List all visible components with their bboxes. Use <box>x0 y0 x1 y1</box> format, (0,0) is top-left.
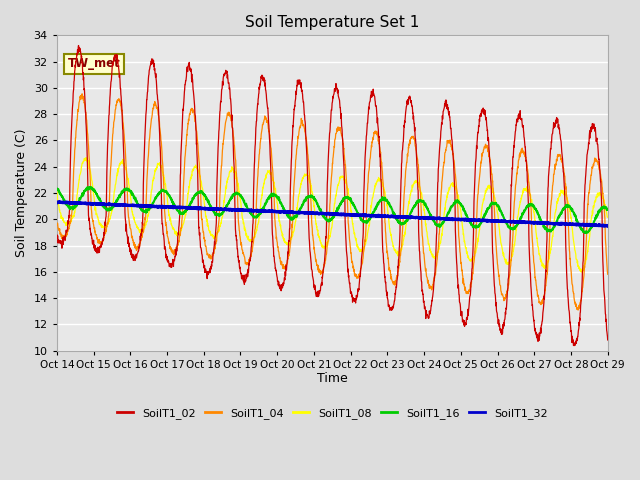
Y-axis label: Soil Temperature (C): Soil Temperature (C) <box>15 129 28 257</box>
X-axis label: Time: Time <box>317 372 348 385</box>
Title: Soil Temperature Set 1: Soil Temperature Set 1 <box>245 15 419 30</box>
Legend: SoilT1_02, SoilT1_04, SoilT1_08, SoilT1_16, SoilT1_32: SoilT1_02, SoilT1_04, SoilT1_08, SoilT1_… <box>112 404 552 423</box>
Text: TW_met: TW_met <box>68 58 120 71</box>
